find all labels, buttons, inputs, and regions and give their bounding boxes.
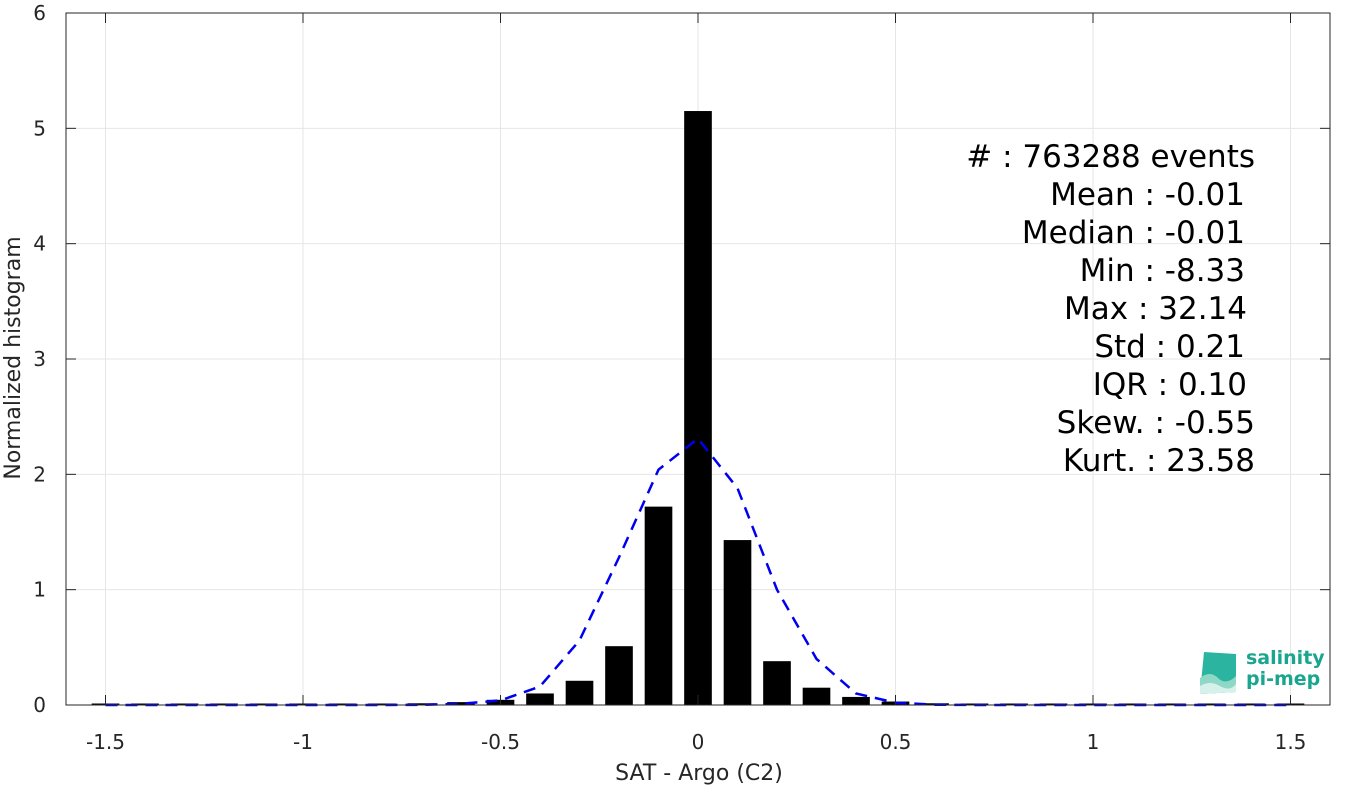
histogram-bar [684,111,712,706]
stat-std: Std : 0.21 [1094,329,1245,365]
y-tick-label: 1 [33,578,46,602]
y-tick-label: 2 [33,462,46,486]
histogram-bar [1039,703,1068,705]
histogram-bar [368,703,396,705]
histogram-bars [91,111,1305,706]
x-tick-label: -1.5 [86,730,125,754]
stat-max: Max : 32.14 [1064,291,1247,327]
histogram-bar [1158,703,1186,705]
histogram-bar [131,703,159,705]
histogram-bar [328,703,357,705]
logo-text: salinity pi-mep [1246,648,1325,690]
y-tick-label: 0 [33,693,46,717]
logo-line1: salinity [1246,647,1325,669]
axis-ticks: -1.5 -1 -0.5 0 0.5 1 1.5 0 1 2 3 4 5 6 [33,1,1330,754]
stat-median: Median : -0.01 [1021,215,1245,251]
histogram-bar [526,693,554,705]
histogram-bar [447,702,475,705]
histogram-bar [210,703,238,705]
y-tick-label: 3 [33,347,46,371]
stats-box: # : 763288 events Mean : -0.01 Median : … [966,138,1255,480]
histogram-bar [565,680,594,705]
stat-iqr: IQR : 0.10 [1092,367,1247,403]
stat-min: Min : -8.33 [1079,253,1245,289]
x-tick-label: -1 [293,730,313,754]
histogram-bar [723,540,752,705]
stat-kurt: Kurt. : 23.58 [1062,443,1255,479]
histogram-bar [605,646,633,705]
logo-wave-icon [1200,652,1236,694]
stat-count: # : 763288 events [966,139,1255,175]
histogram-bar [802,687,831,705]
histogram-bar [1000,703,1028,705]
stat-mean: Mean : -0.01 [1050,177,1245,213]
histogram-bar [249,703,278,705]
histogram-bar [644,506,673,705]
x-tick-label: 1.5 [1275,730,1307,754]
y-tick-label: 5 [33,116,46,140]
histogram-bar [1118,703,1147,705]
y-tick-label: 6 [33,1,46,25]
histogram-bar [407,703,436,705]
histogram-bar [1237,703,1265,705]
x-tick-label: 1 [1087,730,1100,754]
histogram-bar [842,696,870,705]
x-tick-label: 0.5 [880,730,912,754]
histogram-bar [763,661,791,705]
stat-skew: Skew. : -0.55 [1056,405,1255,441]
x-axis-label: SAT - Argo (C2) [615,761,783,786]
x-tick-label: -0.5 [481,730,520,754]
x-tick-label: 0 [692,730,705,754]
y-tick-label: 4 [33,232,46,256]
y-axis-label: Normalized histogram [1,236,26,479]
histogram-bar [1197,703,1226,705]
salinity-pi-mep-logo: salinity pi-mep [1196,648,1326,696]
histogram-bar [170,703,199,705]
logo-line2: pi-mep [1246,668,1321,690]
